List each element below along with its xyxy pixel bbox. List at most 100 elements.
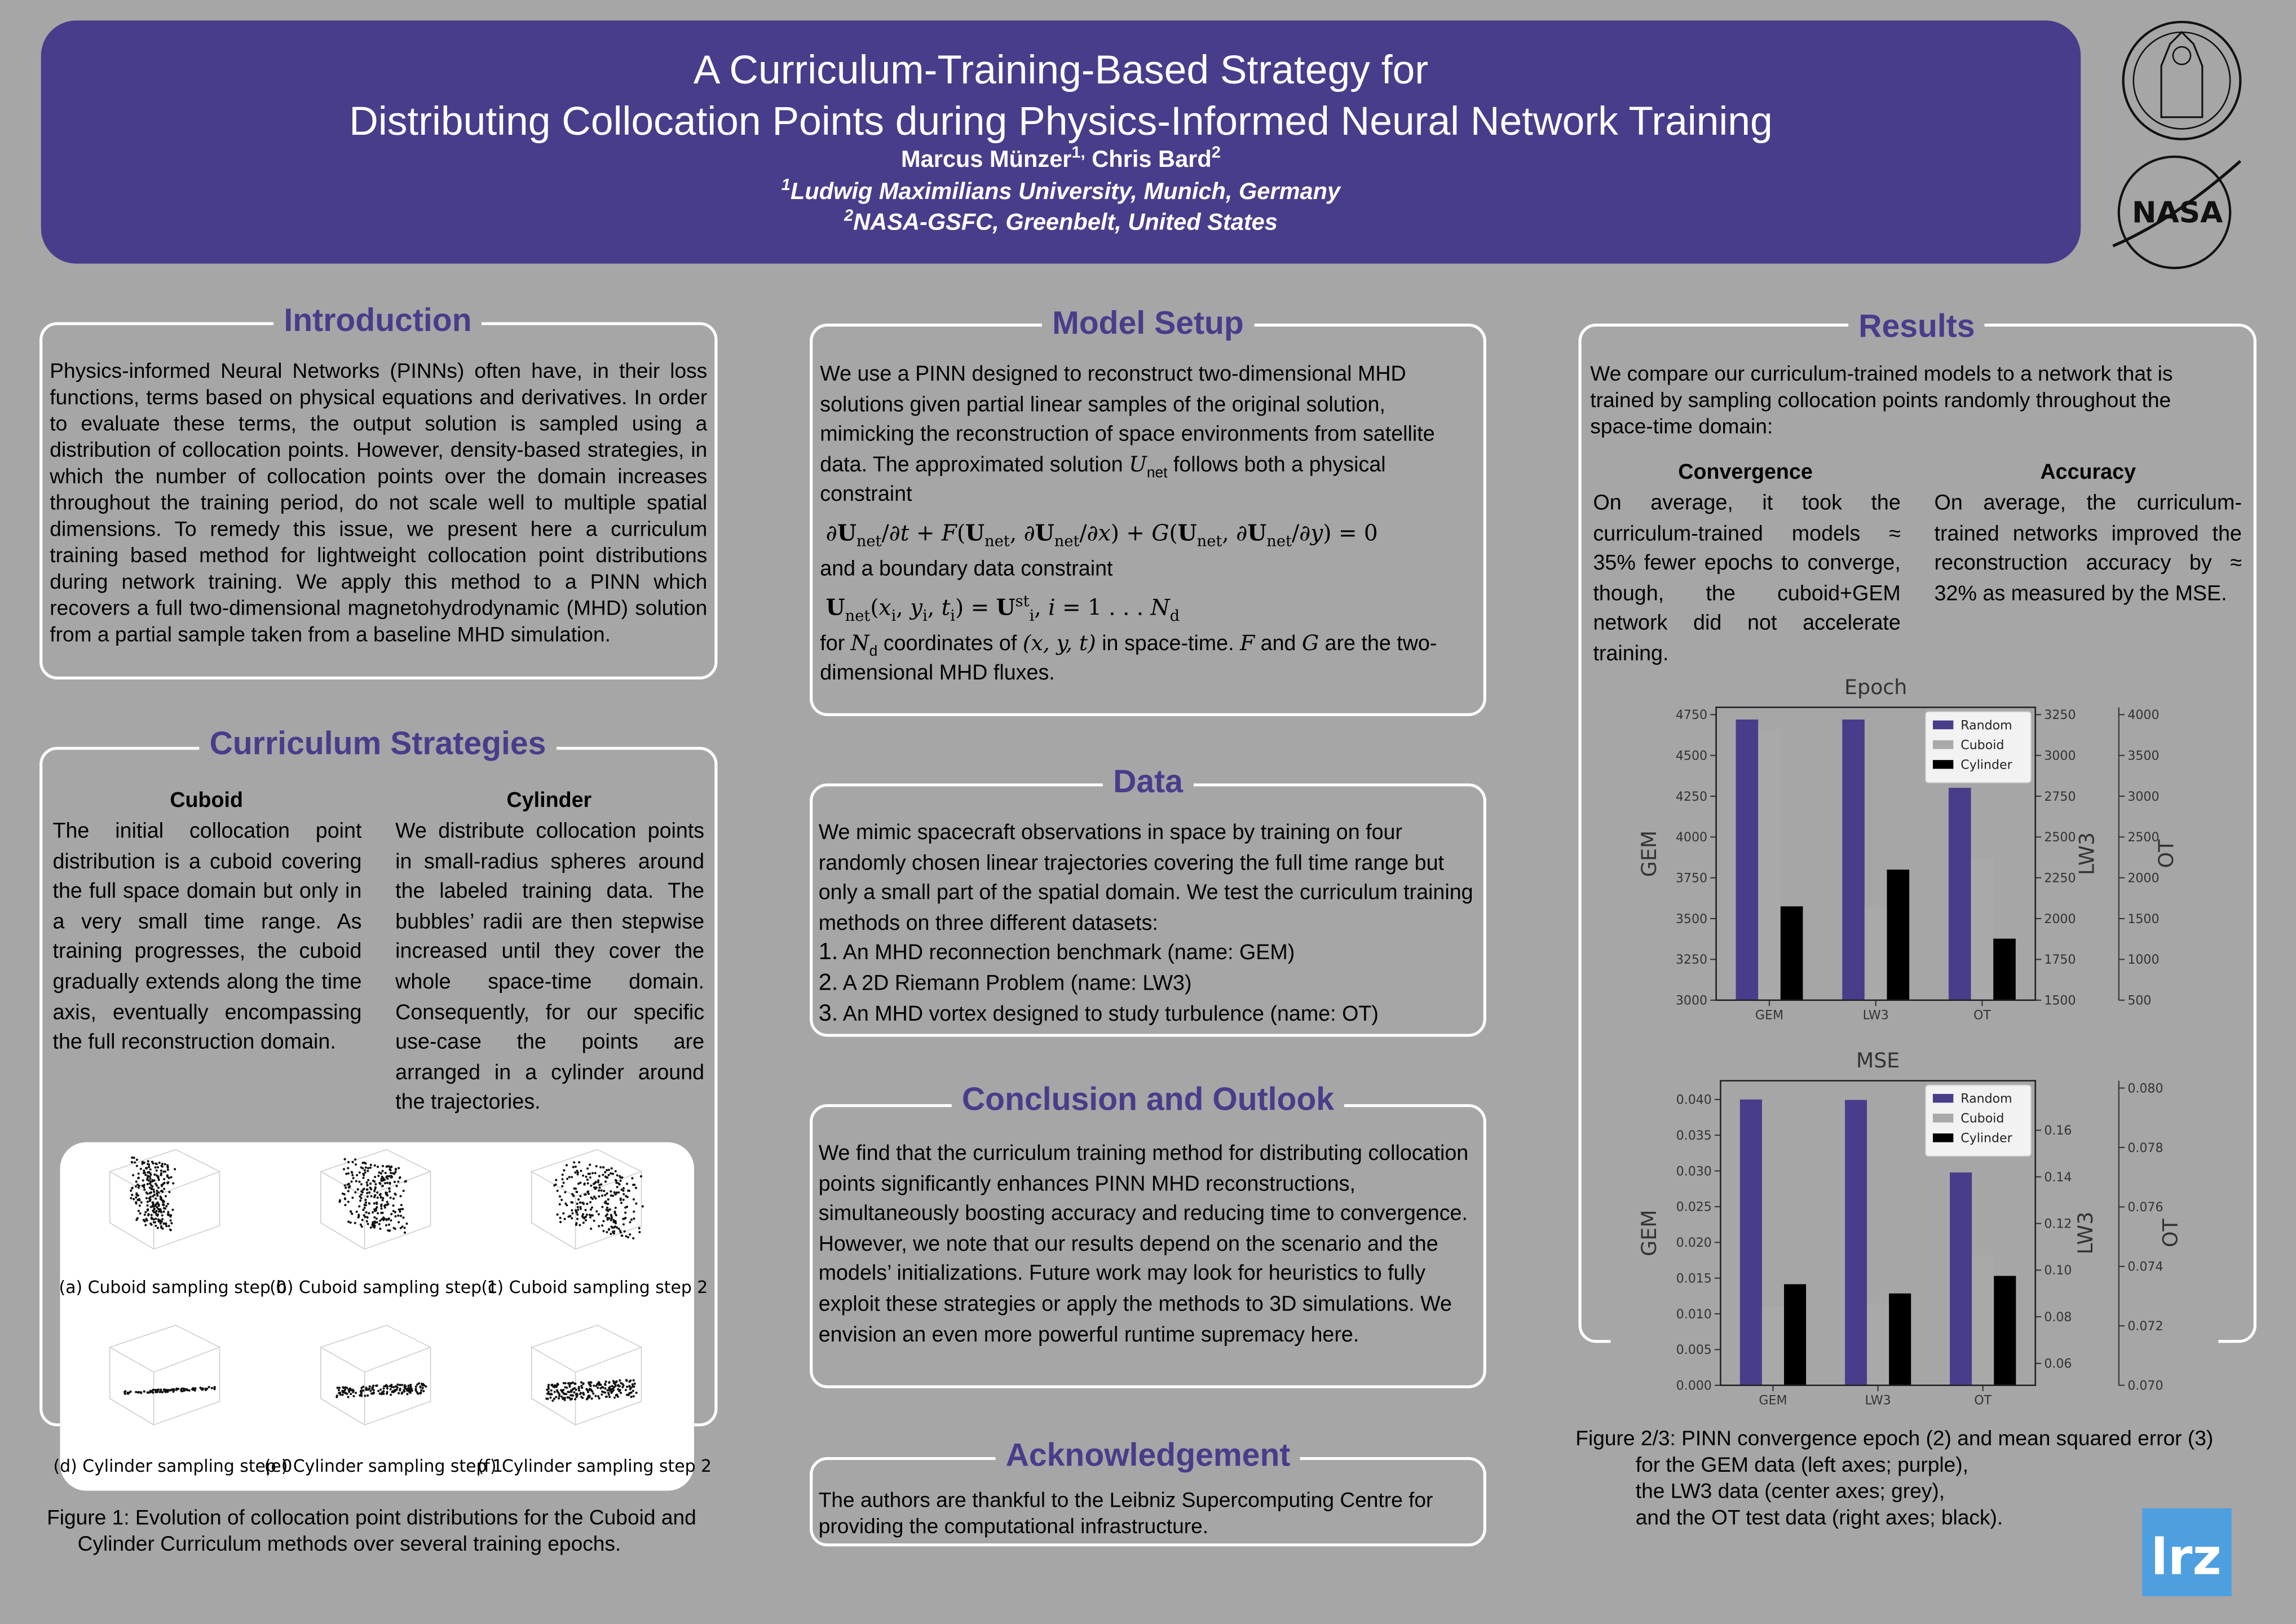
scatter-dot <box>571 1176 573 1179</box>
scatter-dot <box>635 1202 638 1205</box>
scatter-dot <box>606 1206 609 1209</box>
text-run: U <box>1035 519 1054 546</box>
scatter-dot <box>363 1169 366 1172</box>
scatter-dot <box>549 1392 553 1395</box>
scatter-dot <box>363 1206 366 1210</box>
scatter-dot <box>165 1205 168 1208</box>
scatter-dot <box>569 1394 572 1397</box>
scatter-dot <box>380 1393 383 1396</box>
x-tick-label: GEM <box>1759 1393 1787 1407</box>
scatter-dot <box>403 1390 406 1393</box>
scatter-dot <box>614 1170 617 1173</box>
scatter-dot <box>162 1170 165 1173</box>
scatter-dot <box>606 1217 609 1220</box>
y-tick-label: 0.074 <box>2127 1260 2163 1274</box>
scatter-dot <box>153 1193 156 1196</box>
text-run: follows both a physical constraint <box>820 453 1386 508</box>
scatter-dot <box>602 1386 604 1389</box>
scatter-dot <box>386 1177 389 1180</box>
y-tick-label: 1000 <box>2127 953 2159 967</box>
scatter-dot <box>406 1393 409 1396</box>
logo-figure <box>2160 30 2204 118</box>
scatter-dot <box>364 1166 368 1169</box>
y-tick-label: 0.035 <box>1676 1129 1712 1143</box>
scatter-dot <box>638 1230 641 1234</box>
affiliation: 1Ludwig Maximilians University, Munich, … <box>41 177 2081 206</box>
axis-label: GEM <box>1637 831 1661 877</box>
scatter-dot <box>160 1164 163 1167</box>
y-tick-label: 0.14 <box>2044 1171 2072 1185</box>
scatter-dot <box>562 1212 565 1215</box>
scatter-dot <box>162 1200 165 1203</box>
scatter-dot <box>560 1198 563 1202</box>
nasa-logo: NASA <box>2112 155 2242 270</box>
bar <box>1758 729 1781 1000</box>
scatter-dot <box>576 1190 579 1193</box>
scatter-dot <box>145 1197 148 1199</box>
scatter-dot <box>350 1210 352 1213</box>
scatter-dot <box>129 1390 132 1393</box>
scatter-dot <box>152 1388 154 1391</box>
scatter-dot <box>555 1385 558 1388</box>
chart-title: MSE <box>1856 1048 1900 1073</box>
text-run: F <box>941 519 957 546</box>
text-run: net <box>984 533 1010 551</box>
scatter-dot <box>601 1390 604 1393</box>
bar <box>1761 1306 1785 1385</box>
scatter-dot <box>604 1383 607 1387</box>
scatter-dot <box>360 1387 363 1389</box>
scatter-dot <box>339 1391 342 1394</box>
scatter-dot <box>138 1184 141 1188</box>
scatter-dot <box>580 1170 582 1172</box>
scatter-dot <box>585 1213 588 1216</box>
scatter-dot <box>147 1160 149 1163</box>
scatter-dot <box>612 1194 615 1197</box>
scatter-dot <box>157 1210 161 1213</box>
bar <box>1972 1255 1994 1385</box>
scatter-dot <box>361 1188 365 1191</box>
scatter-dot <box>166 1202 169 1206</box>
scatter-dot <box>610 1194 612 1197</box>
scatter-dot <box>376 1196 379 1199</box>
scatter-dot <box>586 1202 589 1206</box>
scatter-dot <box>619 1179 622 1182</box>
scatter-dot <box>380 1207 383 1210</box>
legend-label: Cylinder <box>1961 758 2012 772</box>
scatter-panel: (b) Cuboid sampling step 1 <box>270 1149 498 1298</box>
scatter-dot <box>602 1166 605 1169</box>
scatter-dot <box>368 1212 370 1215</box>
scatter-dot <box>135 1158 138 1161</box>
scatter-dot <box>591 1214 594 1217</box>
y-tick-label: 3250 <box>1676 953 1707 967</box>
scatter-dot <box>586 1391 590 1393</box>
scatter-dot <box>394 1215 397 1218</box>
scatter-dot <box>373 1176 377 1179</box>
scatter-dot <box>372 1224 375 1227</box>
bar <box>1780 906 1803 1000</box>
scatter-dot <box>608 1389 611 1392</box>
scatter-dot <box>628 1189 630 1192</box>
scatter-dot <box>598 1195 601 1198</box>
scatter-dot <box>598 1397 601 1400</box>
section-title: Model Setup <box>1042 303 1254 345</box>
scatter-dot <box>641 1205 644 1208</box>
scatter-dot <box>351 1160 354 1164</box>
scatter-dot <box>589 1201 592 1204</box>
scatter-dot <box>619 1176 622 1179</box>
text-run: /∂ <box>881 519 900 546</box>
scatter-dot <box>367 1223 369 1225</box>
paragraph: We mimic spacecraft observations in spac… <box>818 821 1473 935</box>
scatter-dot <box>616 1395 619 1398</box>
y-tick-label: 2000 <box>2044 912 2076 926</box>
scatter-dot <box>148 1163 151 1166</box>
scatter-dot <box>139 1167 142 1170</box>
scatter-dot <box>135 1164 138 1167</box>
scatter-dot <box>149 1206 152 1208</box>
scatter-dot <box>593 1219 595 1222</box>
scatter-dot <box>568 1383 571 1387</box>
plot-frame <box>1715 707 2037 1001</box>
scatter-dot <box>580 1396 583 1398</box>
scatter-dot <box>168 1190 171 1193</box>
text-run: i <box>922 607 928 625</box>
scatter-dot <box>390 1219 392 1222</box>
